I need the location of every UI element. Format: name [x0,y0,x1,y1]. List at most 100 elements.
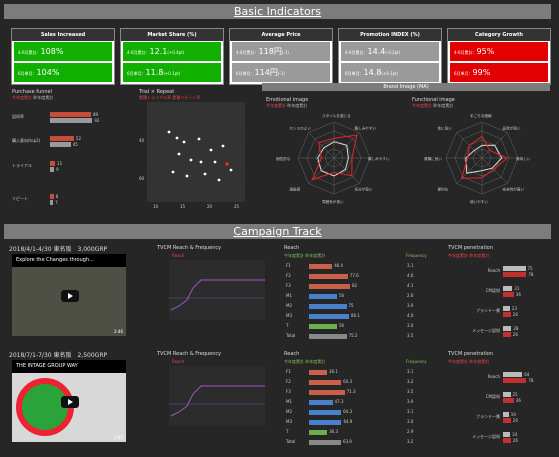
video-caption: Explore the Changes through... [12,254,126,267]
frequency-value: 4.6 [407,273,414,278]
funnel-value-previous: 7 [55,200,58,205]
emotional-radar: スタイルを感じる親しみやすい親しみやすい気分が良い雰囲気が良い高級感個性的なセン… [276,113,390,204]
scatter-point [199,160,203,164]
reach-bar [309,334,347,339]
kpi-value: 114円 [254,68,278,77]
scatter-point [221,144,225,148]
frequency-value: 2.9 [407,429,414,434]
video-caption: THE INTAGE GROUP WAY [12,360,126,373]
kpi-value: 14.8 [363,68,382,77]
kpi-title: Category Growth [448,29,550,41]
reach-value: 64.9 [343,419,353,424]
reach-bar [309,410,342,415]
reach-row-label: M3 [286,419,292,424]
funnel-value-current: 89 [92,112,99,117]
funnel-label: 購入意向(top2) [12,138,41,143]
frequency-value: 3.1 [407,369,414,374]
radar-axis-label: 使いやすい [470,199,488,204]
frequency-label: Frequency [406,359,427,364]
reach-value: 77.6 [349,273,359,278]
radar-axis-label: 安全性が高い [503,186,525,191]
kpi-change: (-1) [277,71,285,76]
kpi-title: Promotion INDEX (%) [339,29,441,41]
funnel-bar-previous [50,200,54,205]
emotional-title: Emotional image [266,97,309,103]
reach-value: 75.2 [348,333,358,338]
video-thumbnail[interactable]: THE INTAGE GROUP WAY 3:42 [12,360,126,442]
frequency-value: 3.5 [407,333,414,338]
penetration-value-current: 25 [512,392,518,397]
reach-value: 82 [352,283,358,288]
reach-curve [170,279,265,311]
funnel-value-previous: 9 [56,167,59,172]
frequency-value: 3.0 [407,419,414,424]
reach-bar [309,284,350,289]
penetration-label: CM認知 [485,288,500,293]
kpi-value: 11.8 [145,68,164,77]
video-thumbnail[interactable]: Explore the Changes through... 2:46 [12,254,126,336]
x-tick-label: 10 [153,204,159,209]
kpi-card: Market Share (%) 4-6月累計：12.1(+0.4pt) 6月単月：… [120,28,224,85]
reach-row-label: F1 [286,263,291,268]
penetration-bar-current [503,286,513,291]
trial-repeat-scatter: 10 15 20 25 40 60 [139,102,245,209]
scatter-point [213,160,217,164]
campaign-title: 2018/7/1-7/30 東名阪 2,500GRP [9,352,108,359]
y-tick-label: 40 [139,138,145,143]
rf-title: TVCM Reach & Frequency [157,245,222,251]
kpi-row: 6月単月：104% [14,63,112,82]
funnel-label: トライアル [12,163,32,168]
functional-legend: 今年度累計 昨年度累計 [412,103,454,108]
kpi-period-label: 4-6月累計： [454,50,477,55]
kpi-change: (-1) [281,50,289,55]
rf-line-chart [169,366,265,426]
penetration-bar-previous [503,418,511,423]
frequency-value: 3.0 [407,399,414,404]
penetration-bar-previous [503,378,527,383]
scatter-point [229,168,233,172]
kpi-card: Sales Increased 4-6月累計：108% 6月単月：104% [11,28,115,85]
kpi-change: (+0.1pt) [163,71,181,76]
radar-series-previous [465,144,503,174]
radar-axis-label: 個性的な [276,156,291,161]
penetration-value-previous: 26 [512,418,518,423]
reach-row-label: F1 [286,369,291,374]
play-icon[interactable] [61,396,79,408]
frequency-value: 3.2 [407,379,414,384]
funnel-bar-current [50,136,74,141]
penetration-value-previous: 78 [528,272,534,277]
penetration-legend: 今年度累計 昨年度累計 [448,253,490,258]
radar-series-previous [317,141,349,177]
reach-row-label: T [286,429,289,434]
radar-axis-label: 美味しい [516,156,531,161]
kpi-period-label: 4-6月累計： [18,50,41,55]
kpi-card: Category Growth 4-6月累計：95% 6月単月：99% [447,28,551,85]
kpi-row: 6月単月：11.8(+0.1pt) [123,63,221,82]
reach-legend: 今年度累計 昨年度累計 [284,359,326,364]
funnel-value-previous: 92 [94,118,100,123]
penetration-label: メッセージ認知 [472,328,500,333]
reach-row-label: F3 [286,389,291,394]
scatter-point-highlight [225,162,229,166]
reach-row-label: T [286,323,289,328]
penetration-value-current: 75 [527,266,533,271]
reach-row-label: Total [286,439,296,444]
reach-row-label: Total [286,333,296,338]
reach-value: 47.3 [334,399,344,404]
radar-axis-label: 高級感 [289,186,300,191]
radar-series-current [460,135,509,179]
penetration-bar-previous [503,312,511,317]
play-icon[interactable] [61,290,79,302]
video-duration: 3:42 [114,435,123,440]
scatter-point [171,170,175,174]
penetration-value-previous: 26 [512,438,518,443]
penetration-bar-current [503,266,526,271]
reach-bar [309,274,348,279]
funnel-value-current: 8 [55,194,59,199]
emotional-legend: 今年度累計 昨年度累計 [266,103,308,108]
reach-bar [309,430,328,435]
kpi-card: Promotion INDEX (%) 4-6月累計：14.4(-0.2pt) 6月… [338,28,442,85]
kpi-row: 6月単月：14.8(+0.1pt) [341,63,439,82]
reach-title: Reach [284,351,300,357]
scatter-point [197,137,201,141]
